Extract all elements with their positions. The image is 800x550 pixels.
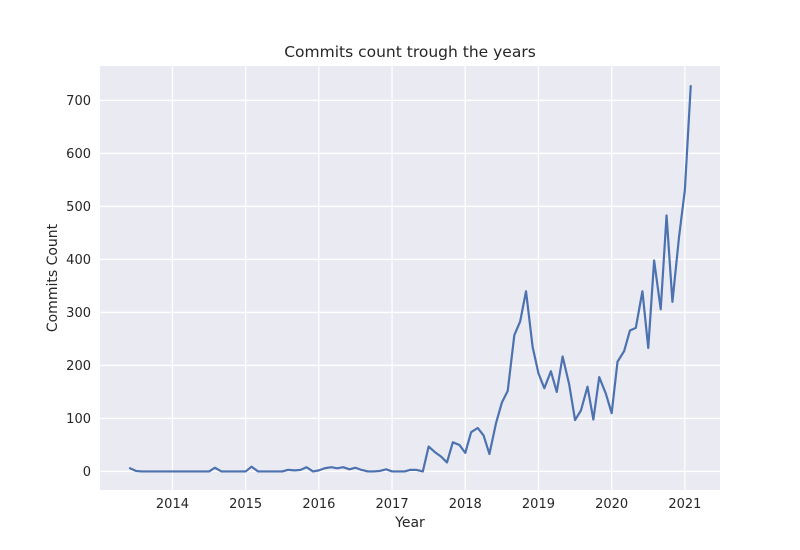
- x-tick-label: 2017: [376, 497, 409, 512]
- x-tick-label: 2020: [595, 497, 628, 512]
- y-tick-label: 100: [66, 412, 91, 427]
- x-tick-label: 2021: [668, 497, 701, 512]
- x-tick-label: 2016: [302, 497, 335, 512]
- chart-title: Commits count trough the years: [284, 43, 536, 61]
- x-axis-label: Year: [394, 515, 425, 531]
- y-tick-label: 500: [66, 200, 91, 215]
- x-tick-label: 2018: [449, 497, 482, 512]
- y-tick-label: 400: [66, 253, 91, 268]
- grid-lines: [100, 66, 720, 490]
- y-tick-label: 200: [66, 359, 91, 374]
- x-tick-label: 2014: [156, 497, 189, 512]
- series-layer: [128, 85, 692, 473]
- y-tick-label: 600: [66, 147, 91, 162]
- series-line: [128, 85, 692, 473]
- plot-area: [100, 66, 720, 490]
- y-tick-label: 0: [83, 465, 91, 480]
- y-tick-label: 300: [66, 306, 91, 321]
- tick-labels: 2014 2015 2016 2017 2018 2019 2020 2021 0 100 200 3…: [66, 94, 701, 512]
- y-tick-label: 700: [66, 94, 91, 109]
- x-tick-label: 2019: [522, 497, 555, 512]
- y-axis-label: Commits Count: [45, 223, 61, 332]
- x-tick-label: 2015: [229, 497, 262, 512]
